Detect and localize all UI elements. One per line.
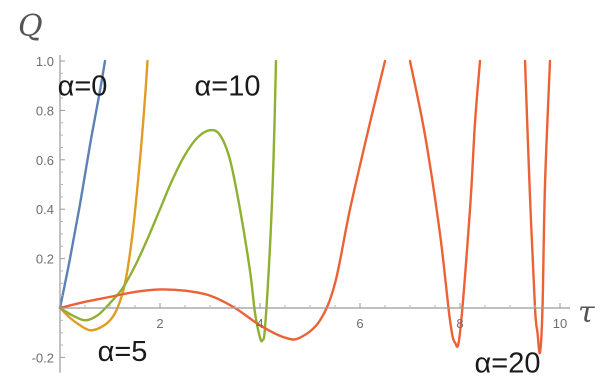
x-tick-label: 8 xyxy=(456,316,463,331)
annotation-label: α=0 xyxy=(58,71,108,103)
y-tick-label: -0.2 xyxy=(32,350,54,365)
plot-lines xyxy=(58,59,552,355)
y-axis-label: Q xyxy=(18,9,43,44)
y-tick-label: 0.4 xyxy=(36,202,54,217)
annotation-label: α=5 xyxy=(98,336,148,368)
x-tick-label: 4 xyxy=(256,316,263,331)
y-tick-label: 1.0 xyxy=(36,54,54,69)
x-tick-label: 10 xyxy=(553,316,567,331)
y-tick-label: 0.6 xyxy=(36,153,54,168)
y-tick-label: 0.8 xyxy=(36,103,54,118)
x-axis-label: τ xyxy=(578,295,595,330)
annotation-label: α=20 xyxy=(475,347,541,379)
annotation-label: α=10 xyxy=(195,71,261,103)
series-line-alpha-20 xyxy=(58,59,552,355)
y-tick-label: 0.2 xyxy=(36,252,54,267)
x-tick-label: 6 xyxy=(356,316,363,331)
series-line-alpha-0 xyxy=(58,59,107,310)
series-line-alpha-5 xyxy=(58,59,149,332)
annotations: α=0 α=10 α=5 α=20 xyxy=(58,71,541,380)
series-line-alpha-10 xyxy=(58,59,278,343)
x-tick-label: 2 xyxy=(156,316,163,331)
ticks: 2 4 6 8 10 -0.2 0.2 0.4 0.6 0.8 1.0 xyxy=(32,54,568,365)
